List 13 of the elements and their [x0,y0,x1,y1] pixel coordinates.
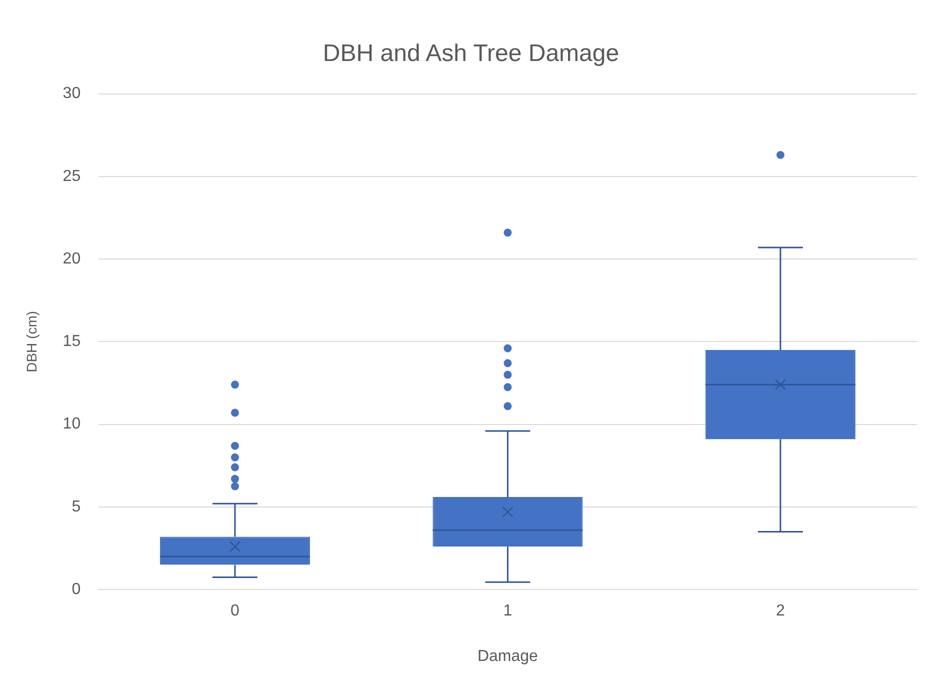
y-tick-label: 25 [62,168,81,185]
y-tick-label: 0 [72,581,81,598]
y-tick-label: 30 [62,85,81,102]
x-tick-label: 2 [776,602,785,620]
y-tick-label: 10 [62,416,81,433]
y-axis-title: DBH (cm) [23,310,40,372]
x-axis-title: Damage [477,648,538,665]
y-tick-label: 20 [62,250,81,268]
y-tick-label: 5 [72,498,81,516]
y-tick-label: 15 [62,333,81,350]
x-tick-label: 0 [230,602,240,620]
chart-title: DBH and Ash Tree Damage [322,40,620,68]
x-tick-label: 1 [503,602,512,620]
